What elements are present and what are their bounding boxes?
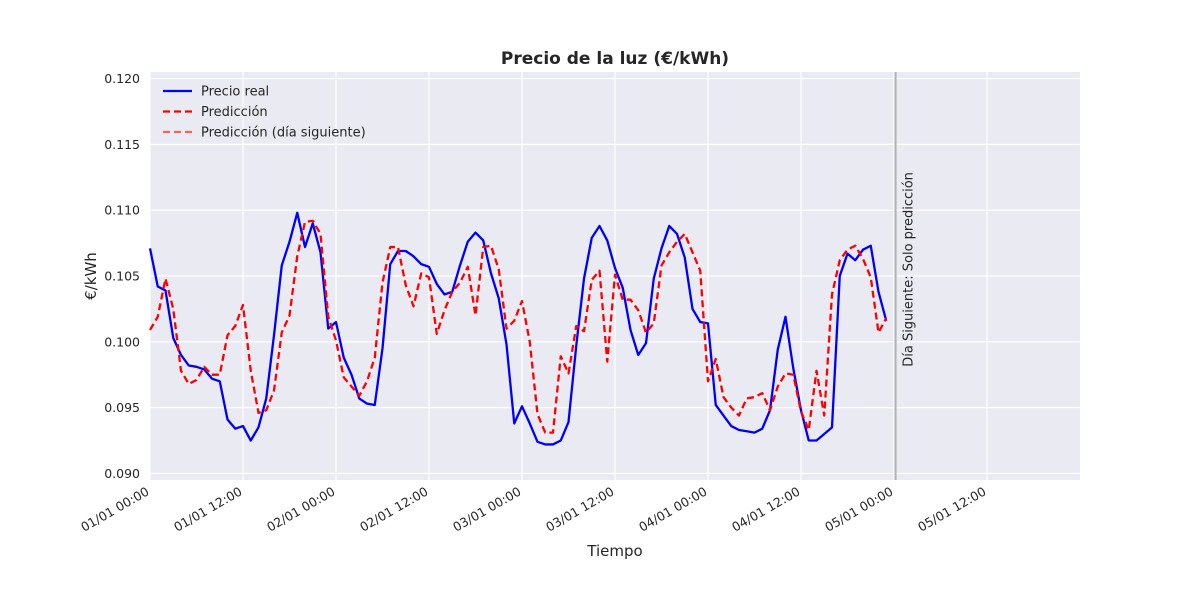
chart-title: Precio de la luz (€/kWh) [501, 49, 729, 69]
legend-label-2: Predicción (día siguiente) [201, 126, 366, 141]
y-tick-label-5: 0.115 [104, 137, 140, 152]
x-tick-label-6: 04/01 00:00 [636, 484, 709, 535]
series-lines [148, 211, 888, 446]
y-axis-label: €/kWh [82, 252, 100, 300]
x-tick-label-9: 05/01 12:00 [915, 484, 988, 535]
series-line-1 [149, 219, 888, 434]
legend: Precio real Predicción Predicción (día sig… [163, 85, 366, 141]
y-tick-label-1: 0.095 [104, 400, 140, 415]
vline-annotation: Día Siguiente: Solo predicción [902, 172, 917, 367]
x-axis-ticks: 01/01 00:00 01/01 12:00 02/01 00:00 02/01 1… [78, 484, 988, 535]
next-day-separator: Día Siguiente: Solo predicción [894, 72, 917, 480]
legend-label-0: Precio real [201, 85, 269, 100]
y-tick-label-3: 0.105 [104, 269, 140, 284]
x-tick-label-4: 03/01 00:00 [450, 484, 523, 535]
x-tick-label-3: 02/01 12:00 [357, 484, 430, 535]
legend-label-1: Predicción [201, 105, 268, 120]
y-tick-label-6: 0.120 [104, 71, 140, 86]
series-line-0 [148, 211, 888, 446]
x-tick-label-8: 05/01 00:00 [822, 484, 895, 535]
y-tick-label-4: 0.110 [104, 203, 140, 218]
grid-lines [149, 72, 1080, 480]
x-tick-label-1: 01/01 12:00 [171, 484, 244, 535]
x-axis-label: Tiempo [586, 542, 642, 560]
x-tick-label-2: 02/01 00:00 [264, 484, 337, 535]
y-axis-ticks: 0.090 0.095 0.100 0.105 0.110 0.115 0.120 [104, 71, 140, 481]
x-tick-label-5: 03/01 12:00 [543, 484, 616, 535]
x-tick-label-0: 01/01 00:00 [78, 484, 151, 535]
y-tick-label-2: 0.100 [104, 334, 140, 349]
x-tick-label-7: 04/01 12:00 [729, 484, 802, 535]
y-tick-label-0: 0.090 [104, 466, 140, 481]
